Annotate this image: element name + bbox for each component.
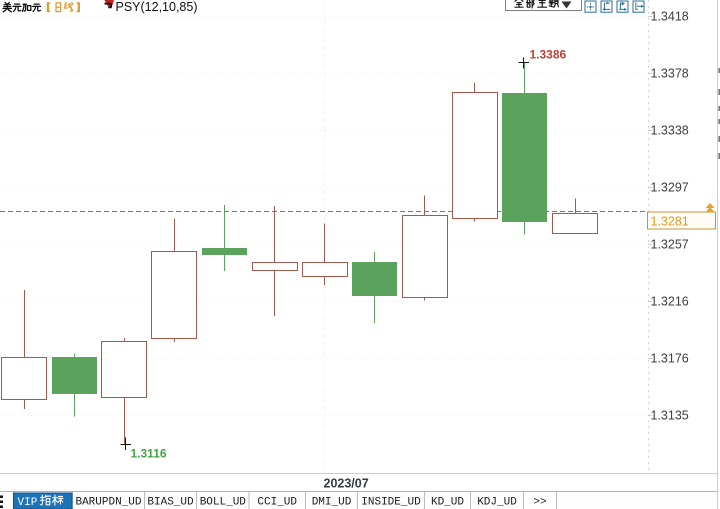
svg-text:1.3338: 1.3338 bbox=[651, 124, 689, 138]
svg-text:1.3257: 1.3257 bbox=[651, 238, 689, 252]
svg-text:1.3378: 1.3378 bbox=[651, 67, 689, 81]
svg-text:DMI_UD: DMI_UD bbox=[312, 497, 352, 509]
svg-text:CCI_UD: CCI_UD bbox=[257, 497, 297, 509]
svg-text:KD_UD: KD_UD bbox=[431, 497, 464, 509]
svg-text:PSY(12,10,85): PSY(12,10,85) bbox=[116, 0, 198, 14]
svg-text:1.3281: 1.3281 bbox=[651, 215, 689, 229]
svg-text:1.3176: 1.3176 bbox=[651, 352, 689, 366]
svg-text:2023/07: 2023/07 bbox=[324, 477, 369, 491]
svg-text:VIP: VIP bbox=[18, 497, 38, 509]
svg-text:1.3297: 1.3297 bbox=[651, 181, 689, 195]
svg-text:BIAS_UD: BIAS_UD bbox=[147, 497, 194, 509]
svg-text:1.3216: 1.3216 bbox=[651, 295, 689, 309]
svg-text:>>: >> bbox=[533, 497, 546, 509]
svg-text:KDJ_UD: KDJ_UD bbox=[477, 497, 517, 509]
svg-text:BARUPDN_UD: BARUPDN_UD bbox=[75, 497, 141, 509]
svg-text:1.3135: 1.3135 bbox=[651, 409, 689, 423]
svg-text:1.3418: 1.3418 bbox=[651, 10, 689, 24]
svg-text:1.3386: 1.3386 bbox=[530, 48, 567, 62]
svg-text:INSIDE_UD: INSIDE_UD bbox=[361, 497, 421, 509]
svg-text:BOLL_UD: BOLL_UD bbox=[200, 497, 247, 509]
svg-text:1.3116: 1.3116 bbox=[131, 447, 167, 461]
